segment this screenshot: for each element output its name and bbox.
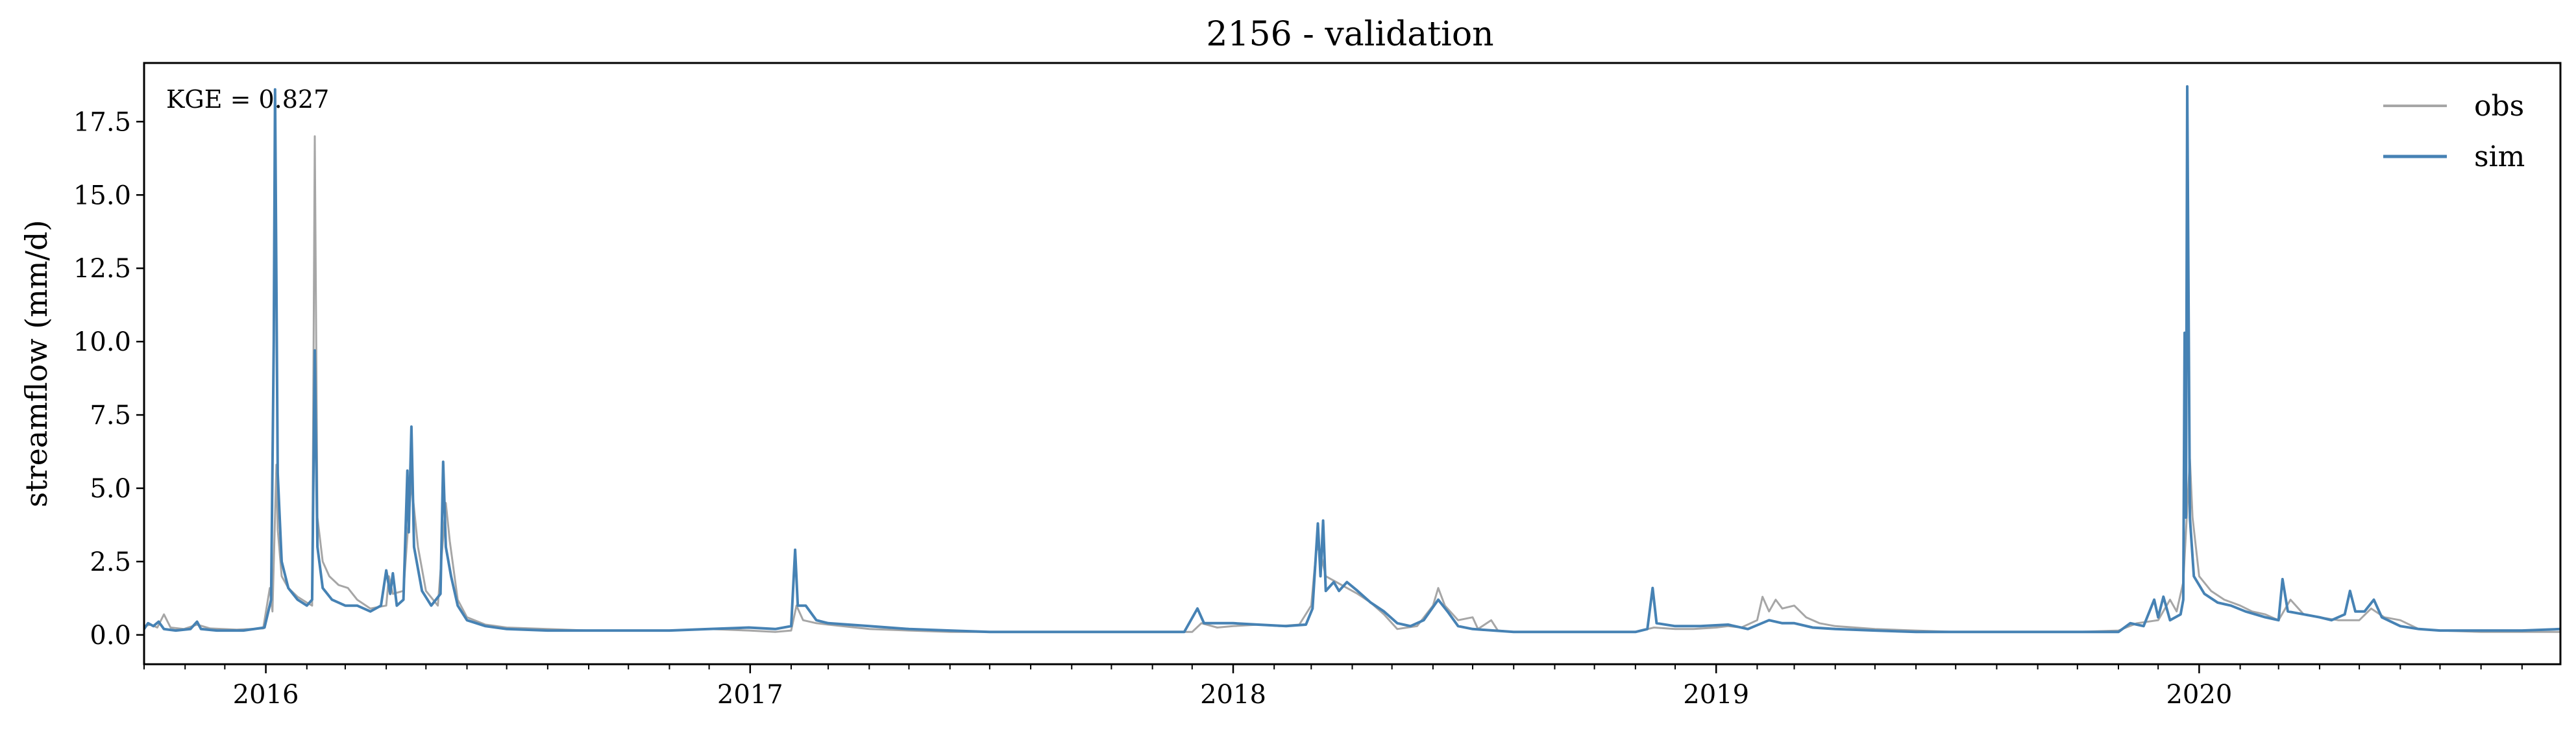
- y-tick-label: 0.0: [90, 621, 131, 651]
- legend: obs sim: [2383, 90, 2525, 173]
- y-tick-label: 7.5: [90, 401, 131, 430]
- x-tick-label: 2017: [717, 680, 783, 710]
- y-tick-label: 12.5: [73, 254, 131, 284]
- x-tick-label: 2018: [1200, 680, 1266, 710]
- series-line-sim: [143, 85, 2561, 634]
- x-tick-label: 2016: [233, 680, 299, 710]
- series-line-obs: [143, 135, 2560, 633]
- kge-annotation: KGE = 0.827: [166, 85, 329, 114]
- y-tick-label: 15.0: [73, 181, 131, 210]
- x-axis-ticks: 2016 2017 2018 2019 2020: [143, 664, 2523, 710]
- x-tick-label: 2019: [1683, 680, 1749, 710]
- legend-obs-label: obs: [2474, 90, 2524, 123]
- y-tick-label: 5.0: [90, 474, 131, 504]
- x-tick-label: 2020: [2166, 680, 2232, 710]
- plot-area: 0.02.55.07.510.012.515.017.5 2016 2017 201…: [73, 62, 2562, 710]
- chart-title: 2156 - validation: [1206, 15, 1493, 54]
- y-tick-label: 2.5: [90, 547, 131, 577]
- y-tick-label: 17.5: [73, 107, 131, 137]
- y-axis-label: streamflow (mm/d): [19, 220, 54, 508]
- y-axis-ticks: 0.0 2.5 5.0 7.5 10.0 12.5 15.0 17.5: [73, 107, 144, 651]
- series-layer: [143, 85, 2561, 634]
- legend-sim-label: sim: [2474, 140, 2525, 173]
- y-tick-label: 10.0: [73, 327, 131, 357]
